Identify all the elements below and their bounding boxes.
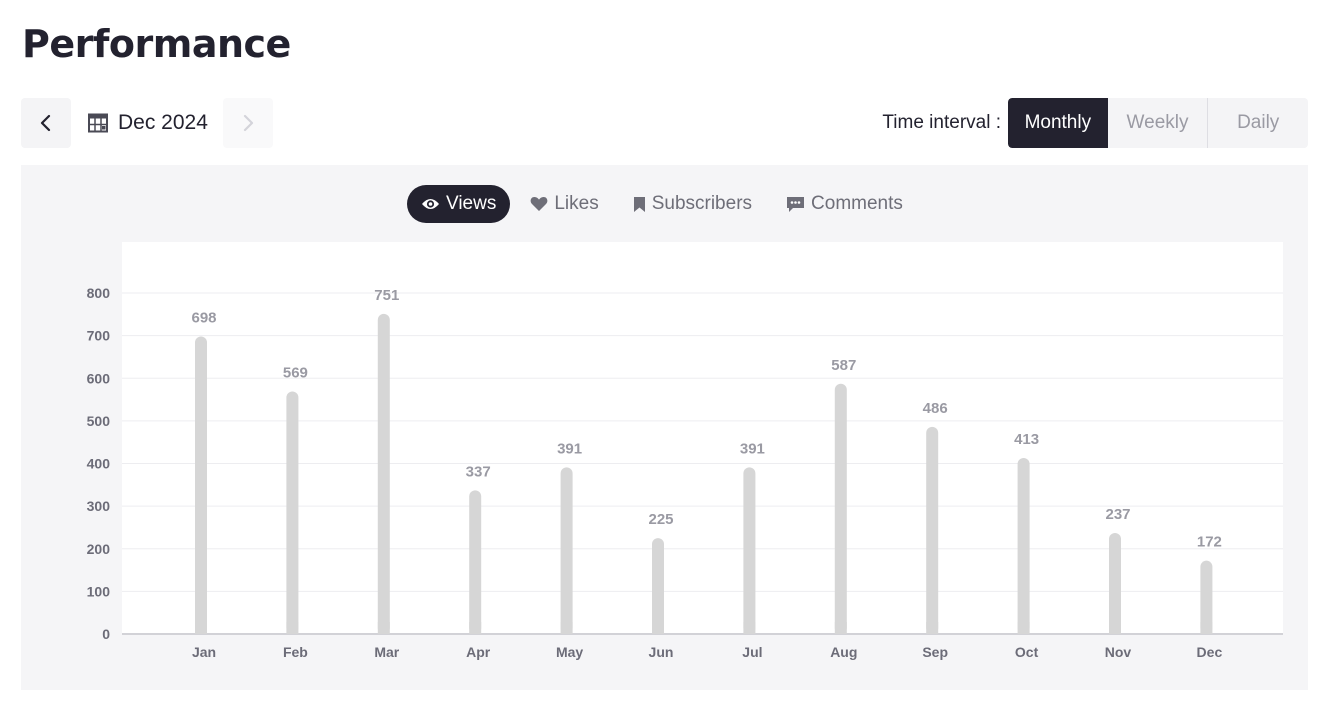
bar-base	[1017, 622, 1030, 634]
data-label-feb: 569	[283, 364, 308, 381]
tab-views-label: Views	[446, 193, 497, 214]
y-tick-label: 600	[87, 370, 111, 386]
tab-views[interactable]: Views	[407, 185, 511, 223]
x-tick-label-aug: Aug	[830, 644, 857, 660]
data-label-jun: 225	[648, 511, 673, 528]
current-period: Dec 2024	[88, 98, 208, 148]
x-tick-label-dec: Dec	[1197, 644, 1223, 660]
metric-tabs: Views Likes Subscribers Comments	[407, 185, 917, 223]
data-label-jul: 391	[740, 440, 765, 457]
x-tick-label-jul: Jul	[742, 644, 762, 660]
x-tick-label-jun: Jun	[649, 644, 674, 660]
bar-chart: 0 100 200 300 400 500 600 700 800 698 Jan 569 Feb 751…	[87, 285, 1283, 660]
tab-likes-label: Likes	[554, 193, 599, 214]
bar-base	[469, 622, 482, 634]
bar-dec	[1200, 560, 1213, 634]
tab-subscribers[interactable]: Subscribers	[619, 185, 766, 223]
bar-base	[560, 622, 573, 634]
x-tick-label-sep: Sep	[922, 644, 948, 660]
x-tick-label-oct: Oct	[1015, 644, 1039, 660]
bar-base	[1200, 622, 1213, 634]
bar-jul	[743, 467, 756, 634]
bar-base	[834, 622, 847, 634]
x-tick-label-mar: Mar	[374, 644, 399, 660]
x-tick-label-apr: Apr	[466, 644, 491, 660]
comment-icon	[787, 196, 805, 212]
calendar-icon	[88, 113, 108, 133]
data-label-mar: 751	[374, 287, 399, 304]
bar-jun	[652, 538, 664, 634]
data-label-aug: 587	[831, 357, 856, 374]
page-title: Performance	[22, 22, 291, 66]
tab-likes[interactable]: Likes	[516, 185, 612, 223]
bar-nov	[1109, 532, 1121, 634]
time-interval-selector: Monthly Weekly Daily	[1008, 98, 1308, 148]
bar-aug	[834, 383, 847, 634]
bar-oct	[1017, 457, 1030, 634]
bar-base	[1109, 622, 1121, 634]
y-tick-label: 300	[87, 498, 111, 514]
bar-mar	[377, 313, 390, 634]
x-tick-label-nov: Nov	[1105, 644, 1132, 660]
interval-weekly-button[interactable]: Weekly	[1126, 112, 1189, 133]
data-label-may: 391	[557, 440, 582, 457]
y-tick-label: 200	[87, 541, 111, 557]
bar-base	[743, 622, 756, 634]
data-label-sep: 486	[923, 400, 948, 417]
chevron-left-icon	[40, 114, 51, 132]
eye-icon	[422, 199, 439, 209]
bar-jan	[195, 336, 207, 634]
tab-comments-label: Comments	[811, 193, 903, 214]
y-tick-label: 700	[87, 328, 111, 344]
tab-subscribers-label: Subscribers	[651, 193, 753, 214]
bar-sep	[926, 426, 939, 634]
bar-feb	[286, 391, 299, 634]
x-tick-label-may: May	[556, 644, 583, 660]
bookmark-icon	[633, 196, 645, 212]
x-tick-label-feb: Feb	[283, 644, 308, 660]
bar-apr	[469, 490, 482, 634]
interval-daily-button[interactable]: Daily	[1207, 98, 1308, 148]
y-tick-label: 500	[87, 413, 111, 429]
x-tick-label-jan: Jan	[192, 644, 216, 660]
bar-base	[286, 622, 299, 634]
chart-panel: Views Likes Subscribers Comments 0 100 200…	[21, 165, 1308, 690]
y-tick-label: 0	[102, 626, 110, 642]
interval-monthly-button[interactable]: Monthly	[1008, 98, 1108, 148]
y-tick-label: 400	[87, 456, 111, 472]
data-label-dec: 172	[1197, 534, 1222, 551]
data-label-jan: 698	[191, 309, 216, 326]
bar-base	[926, 622, 939, 634]
chevron-right-icon	[243, 114, 254, 132]
previous-period-button[interactable]	[21, 98, 71, 148]
data-label-nov: 237	[1105, 506, 1130, 523]
time-interval-label: Time interval :	[882, 112, 1001, 133]
y-tick-label: 800	[87, 285, 111, 301]
data-label-apr: 337	[466, 463, 491, 480]
next-period-button[interactable]	[223, 98, 273, 148]
bar-base	[377, 622, 390, 634]
heart-icon	[530, 197, 548, 211]
bar-base	[652, 622, 664, 634]
tab-comments[interactable]: Comments	[772, 185, 917, 223]
data-label-oct: 413	[1014, 431, 1039, 448]
plot-area	[122, 242, 1283, 635]
y-tick-label: 100	[87, 583, 111, 599]
bar-base	[195, 622, 207, 634]
bar-may	[560, 467, 573, 634]
current-period-label: Dec 2024	[118, 111, 208, 134]
